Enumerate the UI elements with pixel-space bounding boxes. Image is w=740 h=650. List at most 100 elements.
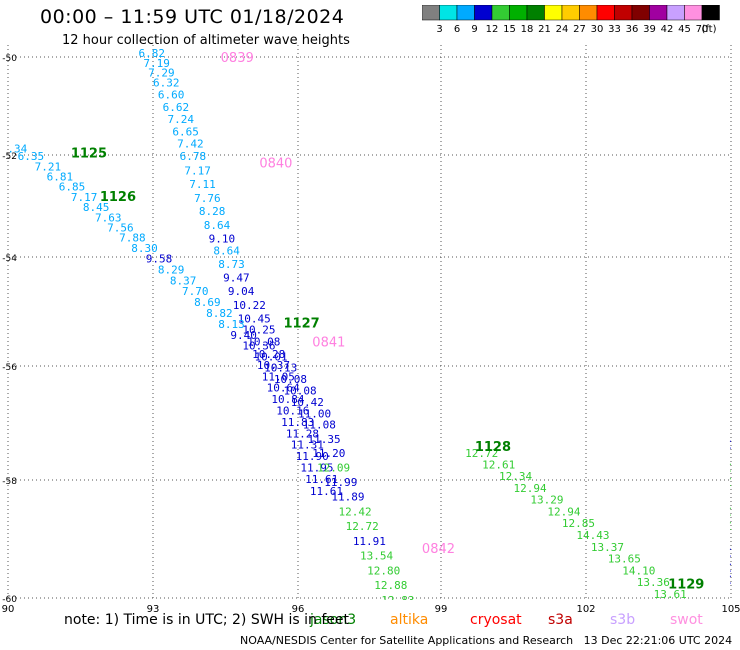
swh-value: 8.73 — [218, 258, 245, 271]
satellite-cryosat: cryosat — [470, 612, 522, 628]
lat-tick-label: -60 — [2, 595, 17, 605]
swh-value: 7.17 — [184, 164, 211, 177]
credit-footer: NOAA/NESDIS Center for Satellite Applica… — [240, 634, 733, 647]
swh-value: 6.81 — [47, 171, 74, 184]
satellite-altika: altika — [390, 612, 429, 628]
page-subtitle: 12 hour collection of altimeter wave hei… — [62, 33, 350, 48]
swh-value: 12.34 — [499, 470, 532, 483]
swh-value: 9.58 — [146, 252, 173, 265]
color-legend: 3 6 9 12 15 18 21 24 27 30 33 36 39 42 45 70 (ft) — [421, 4, 732, 39]
swh-value: 8.28 — [199, 205, 226, 218]
swh-value: 6.78 — [180, 150, 207, 163]
lon-tick-label: 102 — [576, 604, 595, 615]
swh-value: 11.61 — [305, 473, 338, 486]
swh-value: 13.37 — [591, 541, 624, 554]
pass-time-label: 1125 — [71, 147, 107, 162]
swh-value: 12.88 — [374, 579, 407, 592]
lon-tick-label: 90 — [2, 604, 15, 615]
swh-value: 12 — [729, 505, 740, 518]
swh-value: 10.01 — [255, 351, 288, 364]
swh-value: 10.13 — [264, 362, 297, 375]
swh-value: 11.61 — [310, 485, 343, 498]
lon-tick-label: 99 — [435, 604, 448, 615]
swh-value: 12.94 — [547, 505, 580, 518]
swh-value: 6.82 — [139, 47, 166, 60]
swh-value: 11.95 — [300, 461, 333, 474]
legend-label: 21 — [538, 24, 551, 35]
lon-tick-label: 96 — [292, 604, 305, 615]
swh-value: 9.10 — [209, 233, 236, 246]
satellite-s3a: s3a — [548, 612, 573, 628]
swh-value: 10.08 — [247, 335, 280, 348]
swh-value: 12 — [729, 461, 740, 474]
lon-tick-label: 105 — [721, 604, 740, 615]
swh-value: 12 — [729, 476, 740, 489]
track-layer: 6.827.197.296.326.606.627.246.657.426.78… — [8, 47, 740, 613]
swh-value: 11.7 — [729, 547, 740, 560]
swh-value: 11.31 — [291, 439, 324, 452]
pass-time-label: 0842 — [422, 542, 455, 557]
lon-tick-label: 93 — [147, 604, 160, 615]
swh-value: 12.83 — [381, 594, 414, 607]
swh-value: 11.09 — [729, 573, 740, 586]
swh-value: 12.09 — [317, 461, 350, 474]
pass-time-label: 1129 — [668, 577, 704, 592]
satellite-jason3: jason3 — [310, 612, 357, 628]
swh-value: 7.19 — [143, 57, 170, 70]
swh-value: 11.90 — [296, 450, 329, 463]
swh-value: 6.62 — [163, 101, 190, 114]
swh-value: 10.28 — [252, 348, 285, 361]
swh-value: 10.37 — [257, 359, 290, 372]
legend-label: 33 — [608, 24, 621, 35]
swh-value: 12.61 — [482, 459, 515, 472]
swh-value: 7.70 — [182, 285, 209, 298]
pass-time-label: 1128 — [475, 440, 511, 455]
swh-value: 11.35 — [308, 433, 341, 446]
swh-value: 10.42 — [291, 396, 324, 409]
swh-value: 11.83 — [281, 416, 314, 429]
swh-value: 6.65 — [172, 125, 199, 138]
swh-value: 10.25 — [242, 323, 275, 336]
swh-value: 6.35 — [18, 150, 44, 163]
swh-value: 11.28 — [729, 600, 740, 613]
swh-value: 12.72 — [346, 520, 379, 533]
swh-value: 11.89 — [331, 491, 364, 504]
swh-value: 11.08 — [303, 419, 336, 432]
swh-value: 8.29 — [158, 263, 185, 276]
swh-value: 12.94 — [514, 482, 547, 495]
swh-value: 12 — [729, 520, 740, 533]
swh-value: 13.61 — [654, 588, 687, 601]
legend-label: 6 — [454, 24, 460, 35]
swh-value: 11.99 — [324, 476, 357, 489]
swh-value: 11.3 — [729, 561, 740, 574]
swh-value: 10.45 — [238, 312, 271, 325]
swh-value: 10.64 — [267, 382, 300, 395]
legend-label: 12 — [486, 24, 499, 35]
legend-label: 18 — [521, 24, 534, 35]
legend-label: 9 — [471, 24, 477, 35]
swh-value: 12.42 — [339, 505, 372, 518]
legend-label: 42 — [661, 24, 674, 35]
swh-value: 8.45 — [83, 201, 110, 214]
swh-value: 7.24 — [168, 113, 195, 126]
swh-value: 14.10 — [622, 564, 655, 577]
swh-value: 10.16 — [276, 404, 309, 417]
swh-value: 9.40 — [230, 329, 256, 342]
lat-tick-label: -54 — [2, 254, 17, 264]
swh-value: 10.08 — [284, 385, 317, 398]
legend-label: 30 — [591, 24, 604, 35]
pass-time-label: 1127 — [284, 316, 320, 331]
legend-label: 45 — [678, 24, 691, 35]
swh-value: 13.97 — [668, 600, 701, 613]
pass-time-label: 0840 — [259, 157, 292, 172]
swh-value: 8.30 — [131, 242, 158, 255]
swh-value: 13.54 — [360, 550, 393, 563]
swh-value: 8.13 — [218, 318, 245, 331]
swh-value: 13.29 — [530, 494, 563, 507]
swh-value: 14.43 — [576, 529, 609, 542]
pass-time-label: 0841 — [312, 335, 345, 350]
pass-time-label: 1126 — [100, 190, 136, 205]
swh-value: 7.21 — [35, 160, 62, 173]
lat-tick-label: -58 — [2, 477, 17, 487]
